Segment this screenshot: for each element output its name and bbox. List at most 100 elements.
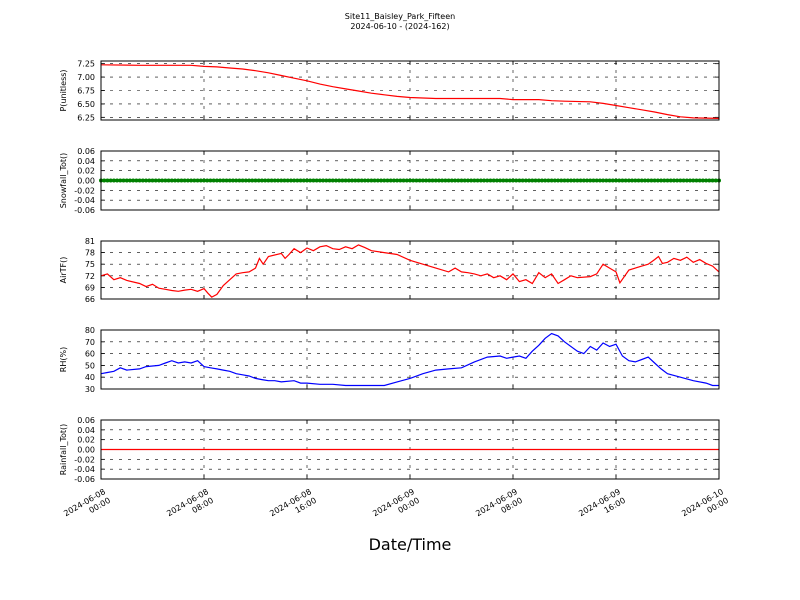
data-point (585, 178, 590, 183)
x-tick-label: 2024-06-0908:00 (474, 487, 524, 527)
data-point (581, 178, 586, 183)
y-tick-label: 7.25 (77, 60, 95, 69)
y-tick-label: 6.75 (77, 87, 95, 96)
data-point (211, 178, 216, 183)
data-point (427, 178, 432, 183)
data-point (333, 178, 338, 183)
data-point (507, 178, 512, 183)
data-point (111, 178, 116, 183)
data-point (636, 178, 641, 183)
data-point (472, 178, 477, 183)
data-point (639, 178, 644, 183)
data-point (694, 178, 699, 183)
data-point (182, 178, 187, 183)
data-point (572, 178, 577, 183)
plot-frame (100, 240, 720, 300)
data-point (240, 178, 245, 183)
data-point (317, 178, 322, 183)
data-point (382, 178, 387, 183)
data-point (234, 178, 239, 183)
data-point (208, 178, 213, 183)
data-point (144, 178, 149, 183)
data-point (153, 178, 158, 183)
data-point (214, 178, 219, 183)
data-point (713, 178, 718, 183)
plot-frame (100, 60, 720, 121)
y-tick-label: -0.04 (74, 196, 95, 205)
data-point (485, 178, 490, 183)
data-point (543, 178, 548, 183)
panels: 7.257.006.756.506.25P(unitless)0.060.040… (59, 60, 721, 484)
data-point (298, 178, 303, 183)
data-point (224, 178, 229, 183)
data-point (185, 178, 190, 183)
data-point (433, 178, 438, 183)
data-point (678, 178, 683, 183)
y-tick-label: 50 (85, 361, 95, 370)
y-tick-label: 0.02 (77, 167, 95, 176)
data-point (408, 178, 412, 183)
data-point (263, 178, 268, 183)
data-point (414, 178, 419, 183)
y-tick-label: 0.04 (77, 426, 95, 435)
y-tick-label: 70 (85, 338, 95, 347)
data-point (562, 178, 567, 183)
data-point (588, 178, 593, 183)
data-point (700, 178, 705, 183)
data-point (688, 178, 693, 183)
data-point (134, 178, 139, 183)
data-point (617, 178, 622, 183)
data-point (601, 178, 606, 183)
chart-subtitle: 2024-06-10 - (2024-162) (350, 22, 449, 31)
data-point (189, 178, 194, 183)
data-point (259, 178, 264, 183)
data-point (430, 178, 435, 183)
data-point (475, 178, 480, 183)
data-point (462, 178, 467, 183)
y-tick-label: 80 (85, 326, 95, 335)
y-tick-label: 0.06 (77, 416, 95, 425)
data-point (391, 178, 396, 183)
data-point (321, 178, 326, 183)
data-point (163, 178, 168, 183)
data-point (398, 178, 403, 183)
data-point (704, 178, 709, 183)
series-line (100, 64, 720, 119)
data-point (494, 178, 499, 183)
data-point (623, 178, 628, 183)
data-point (549, 178, 554, 183)
data-point (195, 178, 200, 183)
y-tick-label: 30 (85, 385, 95, 394)
data-point (517, 178, 522, 183)
y-tick-label: -0.06 (74, 206, 95, 215)
data-point (353, 178, 358, 183)
y-axis-label: AirTF() (59, 257, 68, 284)
data-point (665, 178, 670, 183)
data-point (649, 178, 654, 183)
data-point (459, 178, 464, 183)
data-point (279, 178, 284, 183)
data-point (610, 178, 615, 183)
y-tick-label: 0.00 (77, 177, 95, 186)
x-tick-label: 2024-06-0916:00 (577, 487, 627, 527)
data-point (417, 178, 422, 183)
data-point (282, 178, 287, 183)
data-point (356, 178, 361, 183)
data-point (337, 178, 342, 183)
data-point (652, 178, 657, 183)
data-point (218, 178, 223, 183)
data-point (533, 178, 538, 183)
data-point (498, 178, 503, 183)
data-point (359, 178, 364, 183)
data-point (295, 178, 300, 183)
data-point (469, 178, 474, 183)
data-point (276, 178, 281, 183)
data-point (118, 178, 123, 183)
y-tick-label: 78 (85, 249, 95, 258)
y-tick-label: -0.02 (74, 455, 95, 464)
data-point (385, 178, 390, 183)
data-point (478, 178, 483, 183)
data-point (420, 178, 425, 183)
data-point (253, 178, 258, 183)
y-tick-label: 72 (85, 272, 95, 281)
